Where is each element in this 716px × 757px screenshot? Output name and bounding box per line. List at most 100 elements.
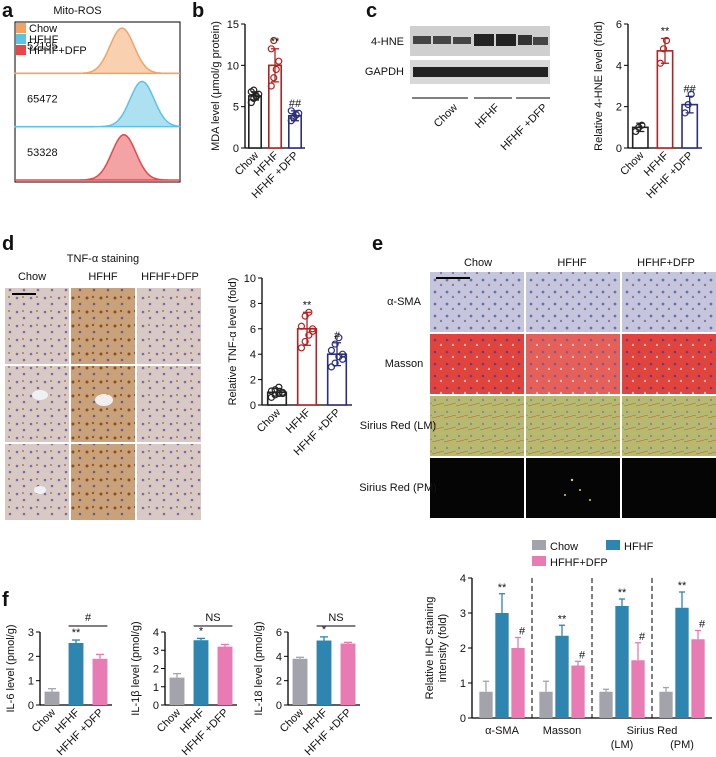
category-group-label: Sirius Red (627, 725, 678, 737)
chart-title: Mito-ROS (53, 5, 101, 17)
bar (340, 643, 356, 705)
y-tick-label: 0 (460, 713, 466, 725)
data-point (301, 337, 309, 346)
data-point (290, 114, 298, 122)
data-point (272, 65, 280, 74)
significance-label: # (519, 626, 526, 638)
y-axis-label: IL-1β level (pmol/g) (130, 621, 142, 715)
histogram-curve (14, 27, 181, 75)
significance-label: ** (678, 580, 687, 592)
legend-label: Chow (29, 23, 57, 35)
data-point (338, 355, 347, 363)
x-tick-label: Masson (543, 725, 582, 737)
data-point (275, 57, 283, 65)
data-point (338, 350, 347, 358)
image-column-label: HFHF (557, 257, 587, 269)
y-tick-label: 6 (250, 324, 256, 336)
legend-label: HFHF+DFP (29, 45, 87, 57)
histogram-curve (15, 134, 180, 181)
image-row-label: Sirius Red (LM) (360, 420, 436, 432)
data-point (331, 340, 339, 348)
significance-label: ## (289, 98, 302, 110)
y-tick-label: 0 (153, 700, 159, 712)
y-tick-label: 2 (616, 102, 622, 114)
significance-label: * (322, 624, 327, 636)
image-row-label: Masson (385, 358, 424, 370)
bar (631, 660, 645, 718)
bar (495, 613, 509, 718)
panel-label: b (192, 0, 204, 22)
data-point (305, 308, 313, 316)
x-tick-label: Chow (30, 707, 58, 735)
y-tick-label: 10 (227, 60, 239, 72)
micrograph-grid (5, 288, 201, 520)
bar (539, 691, 553, 718)
data-point (662, 36, 671, 45)
data-point (275, 383, 283, 391)
significance-label: # (579, 649, 586, 661)
y-tick-label: 2 (460, 643, 466, 655)
data-point (331, 359, 339, 367)
data-point (287, 107, 295, 115)
x-tick-label: (LM) (611, 739, 634, 751)
comparison-label: NS (205, 612, 220, 624)
data-point (327, 346, 336, 354)
legend-label: HFHF (29, 34, 59, 46)
image-column-label: Chow (18, 271, 46, 283)
y-tick-label: 0 (276, 700, 282, 712)
panel-label: e (372, 233, 383, 255)
y-tick-label: 1 (28, 676, 34, 688)
y-tick-label: 3 (460, 608, 466, 620)
legend-swatch (532, 540, 546, 550)
legend-label: HFHF+DFP (550, 557, 608, 569)
bar (44, 691, 60, 705)
data-point (301, 312, 309, 320)
y-tick-label: 15 (227, 19, 239, 31)
data-point (250, 86, 258, 94)
y-tick-label: 4 (460, 573, 466, 585)
significance-label: # (699, 619, 706, 631)
data-point (270, 36, 278, 45)
panel-label: f (2, 589, 9, 611)
image-title: TNF-α staining (67, 253, 139, 265)
significance-label: # (334, 330, 341, 342)
y-tick-label: 3 (28, 627, 34, 639)
bar (656, 50, 674, 149)
y-tick-label: 2 (250, 375, 256, 387)
data-point (308, 325, 317, 333)
y-axis-label: Relative IHC staining (424, 597, 436, 700)
bar (169, 677, 185, 705)
significance-label: ** (618, 587, 627, 599)
significance-label: ** (661, 25, 670, 37)
bar (571, 665, 585, 718)
band-label: GAPDH (365, 66, 404, 78)
data-point (271, 391, 279, 399)
legend-label: Chow (550, 541, 578, 553)
significance-label: # (639, 631, 646, 643)
x-tick-label: Chow (278, 707, 306, 735)
y-tick-label: 0 (233, 143, 239, 155)
data-point (681, 109, 689, 117)
data-point (305, 331, 313, 339)
x-tick-label: (PM) (670, 739, 694, 751)
panel-label: c (366, 0, 377, 22)
y-tick-label: 6 (276, 627, 282, 639)
panel-label: a (2, 0, 14, 22)
histogram-curve (14, 80, 181, 128)
data-point (297, 344, 306, 352)
data-point (656, 59, 665, 67)
bar (659, 691, 673, 718)
bar (615, 606, 629, 718)
significance-label: ## (684, 83, 697, 95)
bar (92, 658, 108, 705)
significance-label: ** (303, 299, 312, 311)
bar (193, 640, 209, 705)
legend-swatch (16, 23, 26, 33)
y-axis-label: intensity (fold) (437, 614, 449, 682)
significance-label: ** (558, 613, 567, 625)
lane-label: Chow (432, 102, 460, 130)
y-tick-label: 5 (233, 102, 239, 114)
data-point (267, 45, 275, 53)
y-tick-label: 6 (616, 19, 622, 31)
